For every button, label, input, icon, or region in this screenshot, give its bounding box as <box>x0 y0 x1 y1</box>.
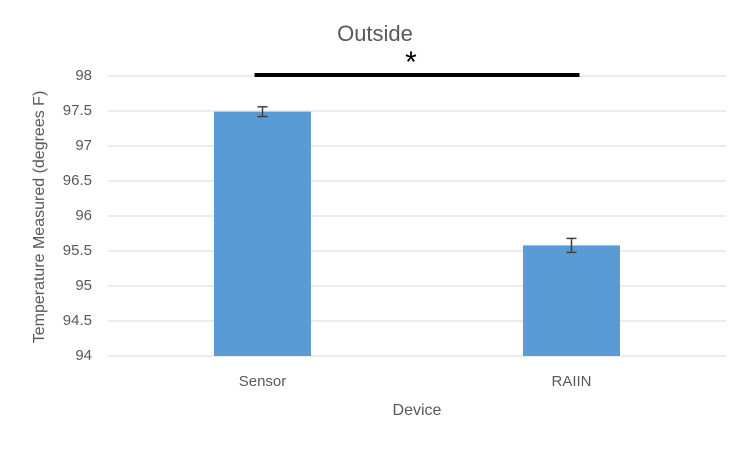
y-tick-label: 97 <box>75 137 92 154</box>
error-bar <box>257 106 268 118</box>
x-tick-label: RAIIN <box>551 373 591 390</box>
bar <box>522 245 621 356</box>
y-tick-label: 96 <box>75 207 92 224</box>
y-tick-label: 95 <box>75 277 92 294</box>
bar <box>213 111 312 356</box>
y-tick-label: 98 <box>75 67 92 84</box>
x-axis-label: Device <box>393 402 442 419</box>
y-tick-label: 94.5 <box>63 312 92 329</box>
y-tick-label: 94 <box>75 347 92 364</box>
chart-title: Outside <box>337 21 413 46</box>
x-tick-label: Sensor <box>239 373 287 390</box>
y-tick-label: 95.5 <box>63 242 92 259</box>
y-tick-label: 96.5 <box>63 172 92 189</box>
annotation: * <box>405 46 417 79</box>
error-bar <box>566 237 577 254</box>
y-tick-label: 97.5 <box>63 102 92 119</box>
y-axis-label: Temperature Measured (degrees F) <box>31 91 48 344</box>
